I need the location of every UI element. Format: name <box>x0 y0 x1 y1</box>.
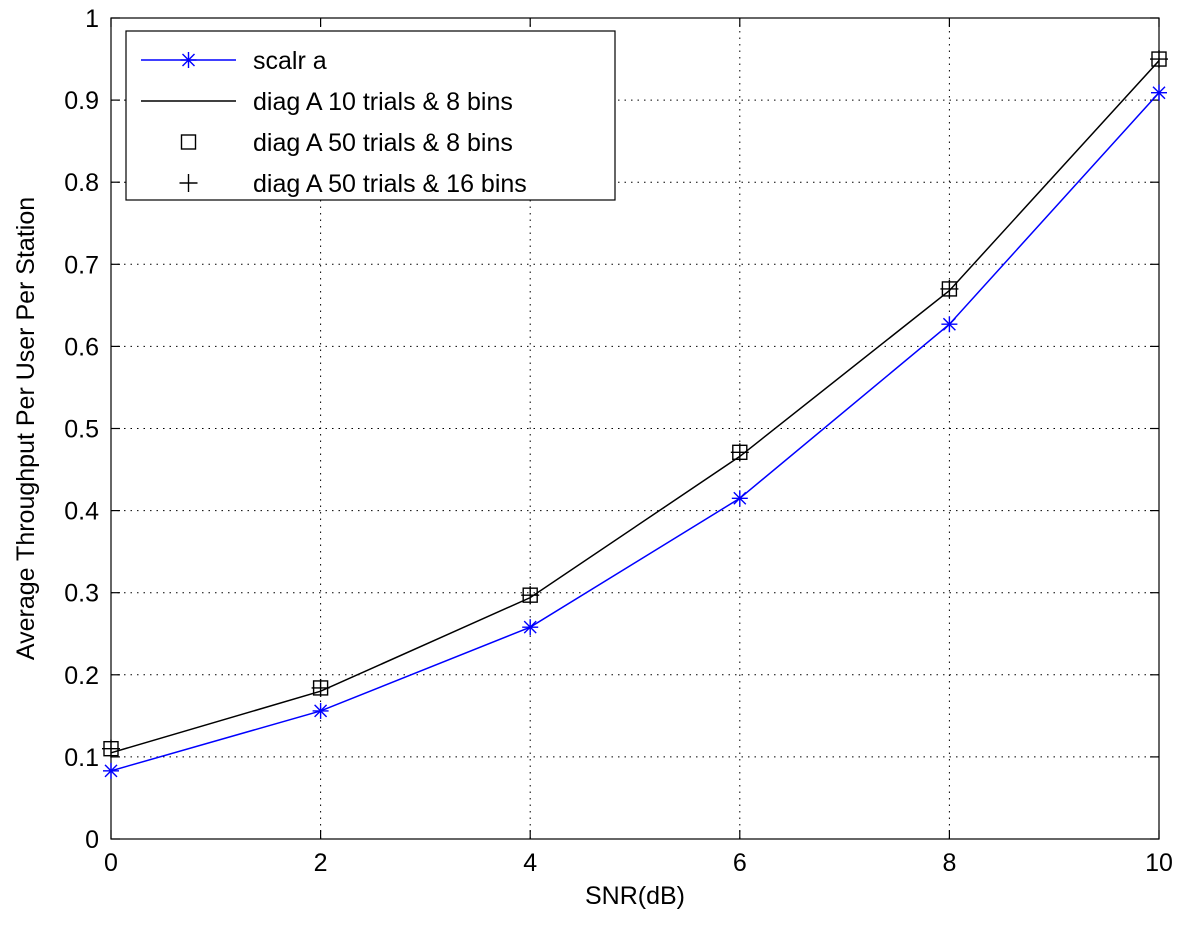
y-tick-label: 0.6 <box>64 333 99 361</box>
legend-box <box>125 30 616 201</box>
legend-label: diag A 10 trials & 8 bins <box>253 88 513 116</box>
marker-asterisk-stroke <box>523 620 537 634</box>
legend-label: scalr a <box>253 47 327 75</box>
data-point <box>102 739 120 758</box>
marker-asterisk-stroke <box>733 491 747 505</box>
data-point <box>522 619 539 636</box>
data-point <box>1151 84 1167 101</box>
x-tick-label: 2 <box>314 849 328 877</box>
data-point <box>730 443 749 462</box>
data-point <box>311 678 330 697</box>
series-0 <box>103 84 1167 779</box>
y-tick-label: 0.4 <box>64 498 99 526</box>
legend: scalr a diag A 10 trials & 8 bins diag A 5… <box>125 30 616 201</box>
marker-asterisk-stroke <box>104 764 118 778</box>
y-tick-label: 0 <box>85 826 99 854</box>
y-tick-label: 0.8 <box>64 169 99 197</box>
data-point <box>731 490 748 507</box>
y-tick-label: 0.7 <box>64 251 99 279</box>
y-tick-label: 0.5 <box>64 416 99 444</box>
legend-item: scalr a <box>141 47 327 75</box>
legend-label: diag A 50 trials & 8 bins <box>253 129 513 157</box>
x-axis-label: SNR(dB) <box>585 882 685 910</box>
marker-asterisk-stroke <box>314 704 328 718</box>
y-tick-label: 1 <box>85 5 99 33</box>
data-point <box>521 586 540 605</box>
tick-layer: 0 2 4 6 8 10 0 0.1 0.2 0.3 0.4 0.5 0.6 0.7 0.8 0.9 1 <box>64 5 1173 877</box>
y-axis-label: Average Throughput Per User Per Station <box>12 197 40 660</box>
data-point <box>312 702 329 719</box>
series-1 <box>110 60 1160 754</box>
legend-item: diag A 50 trials & 8 bins <box>180 129 513 157</box>
y-tick-label: 0.3 <box>64 580 99 608</box>
data-point <box>1150 50 1168 69</box>
series-layer <box>102 50 1168 779</box>
data-point <box>941 316 958 333</box>
data-point <box>940 279 959 298</box>
x-tick-label: 10 <box>1145 849 1173 877</box>
y-tick-label: 0.2 <box>64 662 99 690</box>
series-line <box>110 92 1160 772</box>
marker-asterisk-stroke <box>942 317 956 331</box>
x-tick-label: 6 <box>733 849 747 877</box>
y-tick-label: 0.1 <box>64 744 99 772</box>
series-line <box>110 60 1160 754</box>
legend-item: diag A 50 trials & 16 bins <box>179 170 527 198</box>
data-point <box>103 762 119 779</box>
y-tick-label: 0.9 <box>64 87 99 115</box>
x-tick-label: 4 <box>523 849 537 877</box>
x-tick-label: 0 <box>104 849 118 877</box>
legend-item: diag A 10 trials & 8 bins <box>141 88 513 116</box>
marker-asterisk-stroke <box>1152 86 1166 100</box>
marker-asterisk-stroke <box>182 53 195 67</box>
x-tick-label: 8 <box>942 849 956 877</box>
legend-label: diag A 50 trials & 16 bins <box>253 170 527 198</box>
marker-square <box>180 134 197 150</box>
series-3 <box>102 50 1168 758</box>
